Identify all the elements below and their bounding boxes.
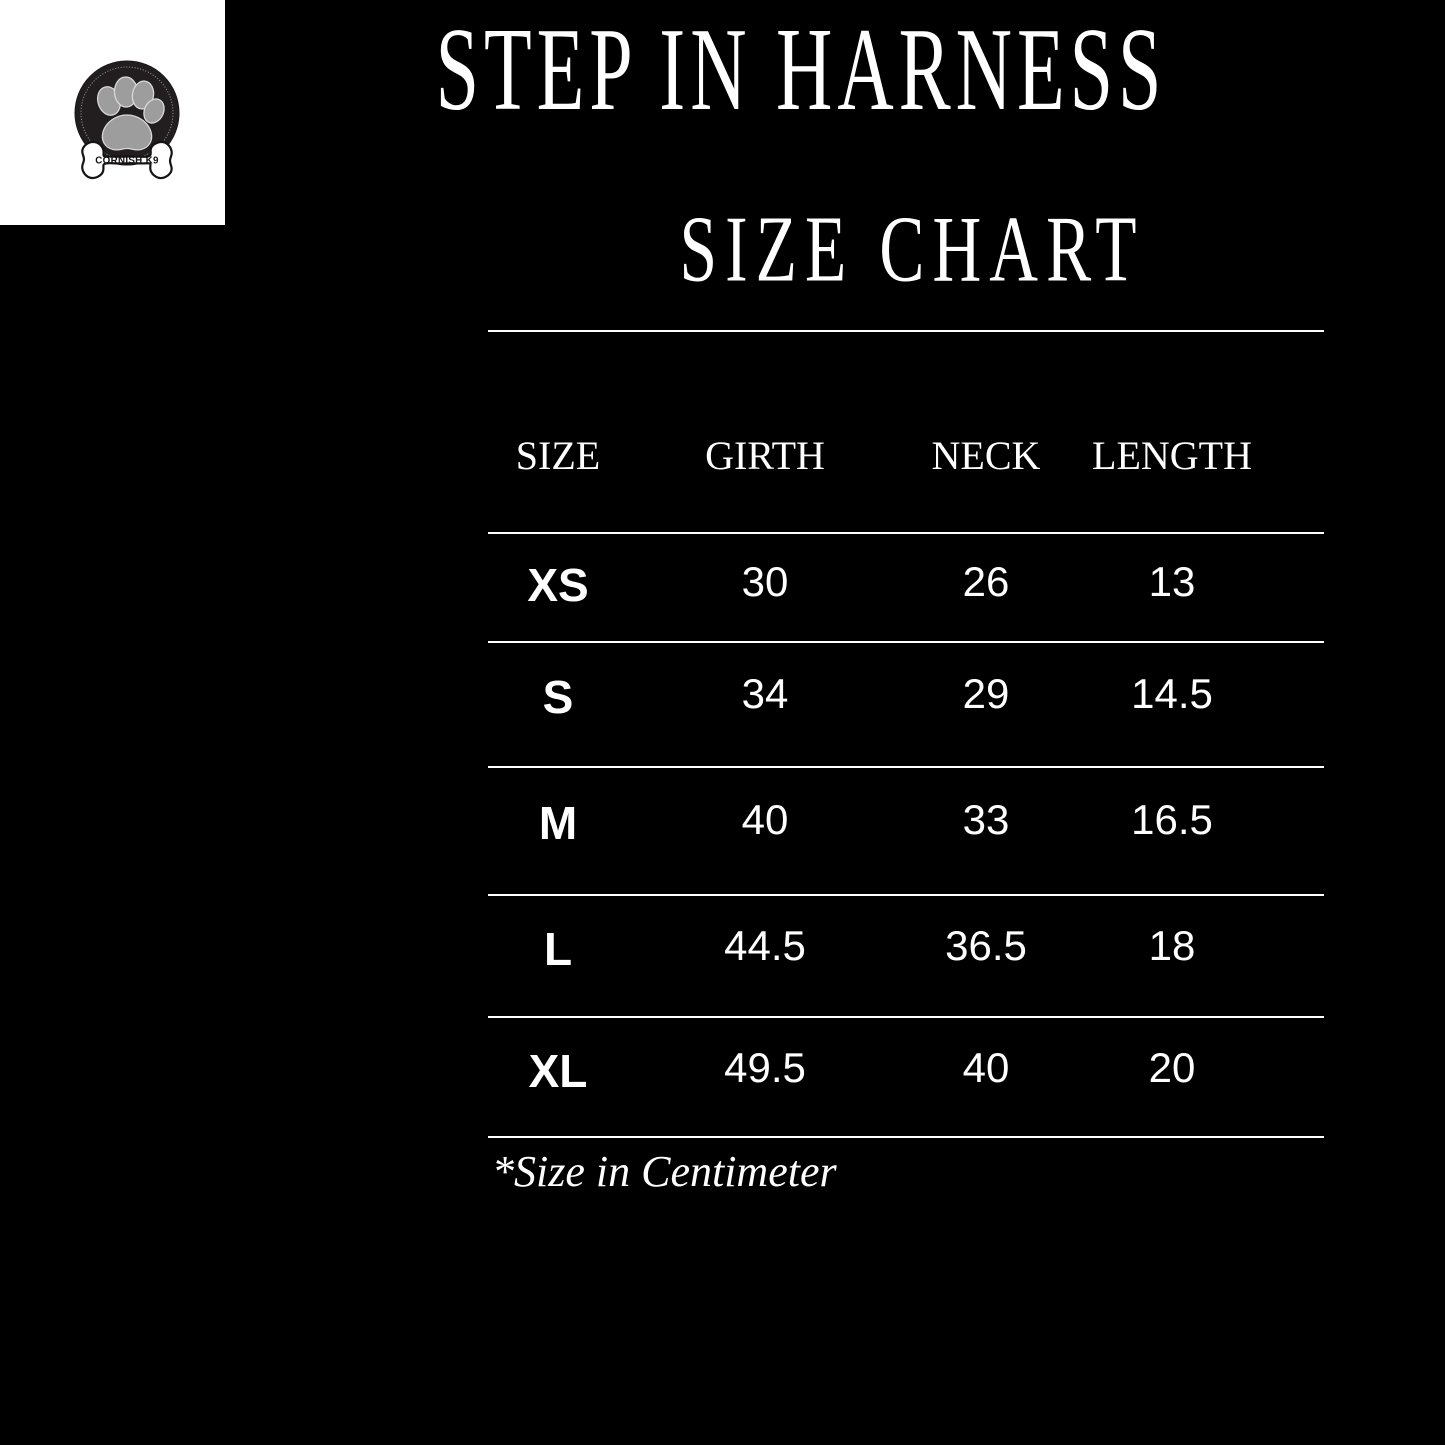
svg-text:CORNISH K9: CORNISH K9	[95, 156, 159, 167]
